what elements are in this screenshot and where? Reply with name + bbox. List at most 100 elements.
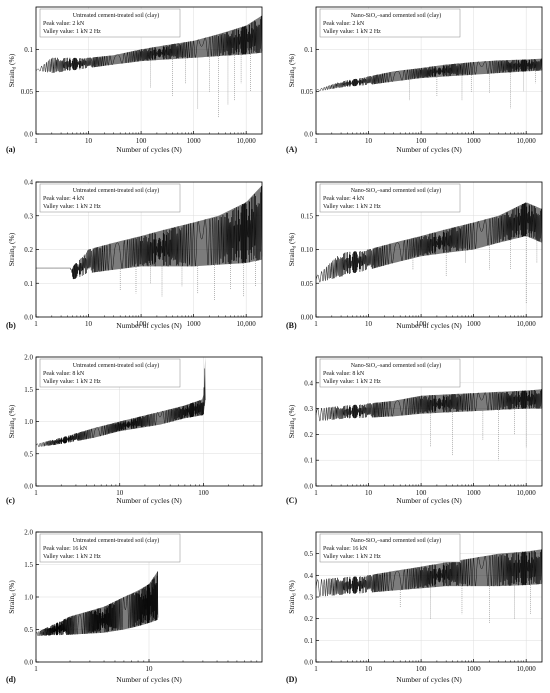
legend-box	[39, 358, 181, 388]
legend-peak-value: Peak value: 4 kN	[323, 196, 365, 202]
y-tick-label: 2.0	[24, 529, 33, 537]
panel-c: 1 10 100 0.0 0.5 1.0 1.5 2.0 Straind (%) Number o…	[6, 354, 263, 505]
legend-box	[39, 183, 181, 213]
x-axis-title: Number of cycles (N)	[396, 145, 462, 154]
legend-box	[319, 358, 461, 388]
strain-envelope-band	[78, 357, 206, 441]
x-tick-label: 1000	[467, 489, 482, 497]
x-tick-label: 10,000	[237, 137, 257, 145]
x-tick-label: 10	[365, 137, 373, 145]
y-tick-label: 0.15	[301, 212, 314, 220]
legend-title: Nano-SiO₂–sand cemented soil (clay)	[351, 12, 442, 19]
x-axis-title: Number of cycles (N)	[116, 321, 182, 330]
x-tick-label: 10,000	[517, 320, 537, 328]
y-tick-label: 0.10	[301, 246, 314, 254]
y-axis-title: Straind (%)	[287, 53, 298, 87]
y-tick-label: 1.0	[24, 418, 33, 426]
x-tick-label: 10,000	[237, 320, 257, 328]
y-axis-title: Straind (%)	[287, 232, 298, 266]
legend-title: Nano-SiO₂–sand cemented soil (clay)	[351, 187, 442, 194]
x-axis-title: Number of cycles (N)	[116, 675, 182, 684]
legend-title: Untreated cement-treated soil (clay)	[73, 12, 159, 19]
y-axis-title-main: Strain	[7, 596, 16, 614]
y-tick-label: 0.5	[24, 626, 33, 634]
y-axis-title-unit: (%)	[7, 404, 16, 418]
y-tick-label: 0.5	[304, 550, 313, 558]
y-axis-title-unit: (%)	[7, 232, 16, 246]
panel-A: 1 10 100 1000 10,000 0.0 0.05 0.1 Straind (%) Num…	[286, 6, 543, 154]
y-axis-title-subscript: d	[293, 245, 298, 248]
y-tick-label: 1.5	[24, 386, 33, 394]
panel-d: 1 10 0.0 0.5 1.0 1.5 2.0 Straind (%) Number of c…	[6, 529, 263, 684]
y-tick-label: 0.0	[304, 659, 313, 667]
y-axis-title-subscript: d	[13, 245, 18, 248]
y-axis-title-subscript: d	[293, 66, 298, 69]
y-tick-label: 2.0	[24, 354, 33, 362]
y-axis-title: Straind (%)	[7, 232, 18, 266]
panel-a: 1 10 100 1000 10,000 0.0 0.05 0.1 Straind (%) Num…	[6, 6, 263, 154]
panel-label: (A)	[286, 145, 297, 154]
y-axis-title-subscript: d	[13, 593, 18, 596]
legend-title: Untreated cement-treated soil (clay)	[73, 187, 159, 194]
y-axis-title-unit: (%)	[287, 404, 296, 418]
axes-frame	[315, 6, 543, 135]
x-tick-label: 10	[365, 320, 373, 328]
panel-label: (d)	[6, 675, 16, 684]
legend-valley-value: Valley value: 1 kN 2 Hz	[323, 29, 381, 35]
y-tick-label: 0.00	[301, 314, 314, 322]
x-tick-label: 1000	[187, 137, 202, 145]
legend-valley-value: Valley value: 1 kN 2 Hz	[323, 204, 381, 210]
y-tick-label: 0.3	[304, 594, 313, 602]
x-tick-label: 100	[198, 489, 209, 497]
panel-label: (C)	[286, 496, 297, 505]
y-axis-title-unit: (%)	[287, 53, 296, 67]
y-tick-label: 0.0	[24, 659, 33, 667]
y-tick-label: 0.5	[24, 450, 33, 458]
legend-box	[319, 183, 461, 213]
strain-envelope-band	[372, 389, 542, 418]
x-axis-title: Number of cycles (N)	[116, 145, 182, 154]
y-tick-label: 0.0	[24, 131, 33, 139]
y-axis-title-unit: (%)	[7, 580, 16, 594]
x-tick-label: 100	[136, 320, 147, 328]
y-tick-label: 0.3	[304, 405, 313, 413]
x-tick-label: 1	[34, 665, 38, 673]
panel-label: (c)	[6, 496, 15, 505]
y-tick-label: 0.4	[304, 572, 313, 580]
legend-box	[39, 533, 181, 563]
panel-D: 1 10 100 1000 10,000 0.0 0.1 0.2 0.3 0.4 0.5 Strain…	[286, 531, 543, 684]
y-tick-label: 0.05	[301, 280, 314, 288]
strain-envelope-band	[372, 202, 542, 269]
x-axis-title: Number of cycles (N)	[396, 321, 462, 330]
y-axis-title-unit: (%)	[7, 53, 16, 67]
panel-C: 1 10 100 1000 10,000 0.0 0.1 0.2 0.3 0.4 Straind (…	[286, 356, 543, 505]
panel-label: (b)	[6, 321, 16, 330]
y-axis-title-main: Strain	[7, 248, 16, 266]
y-tick-label: 0.0	[304, 131, 313, 139]
legend-title: Nano-SiO₂–sand cemented soil (clay)	[351, 362, 442, 369]
x-tick-label: 100	[416, 320, 427, 328]
y-axis-title-main: Strain	[7, 420, 16, 438]
y-tick-label: 0.05	[301, 88, 314, 96]
legend-valley-value: Valley value: 1 kN 2 Hz	[43, 204, 101, 210]
y-axis-title-subscript: d	[293, 593, 298, 596]
legend-valley-value: Valley value: 1 kN 2 Hz	[43, 29, 101, 35]
y-tick-label: 0.0	[24, 483, 33, 491]
strain-envelope-band	[372, 549, 542, 593]
panel-label: (B)	[286, 321, 297, 330]
y-tick-label: 0.0	[304, 483, 313, 491]
legend-title: Nano-SiO₂–sand cemented soil (clay)	[351, 537, 442, 544]
axes-frame	[35, 6, 263, 135]
y-tick-label: 0.4	[24, 179, 33, 187]
x-tick-label: 10,000	[517, 665, 537, 673]
x-tick-label: 10,000	[517, 137, 537, 145]
y-tick-label: 0.05	[21, 88, 34, 96]
legend-peak-value: Peak value: 8 kN	[43, 371, 85, 377]
y-axis-title-main: Strain	[287, 420, 296, 438]
x-axis-title: Number of cycles (N)	[396, 496, 462, 505]
x-tick-label: 10,000	[517, 489, 537, 497]
x-tick-label: 10	[365, 489, 373, 497]
x-tick-label: 10	[85, 320, 93, 328]
y-axis-title: Straind (%)	[7, 404, 18, 438]
x-tick-label: 1	[314, 489, 318, 497]
